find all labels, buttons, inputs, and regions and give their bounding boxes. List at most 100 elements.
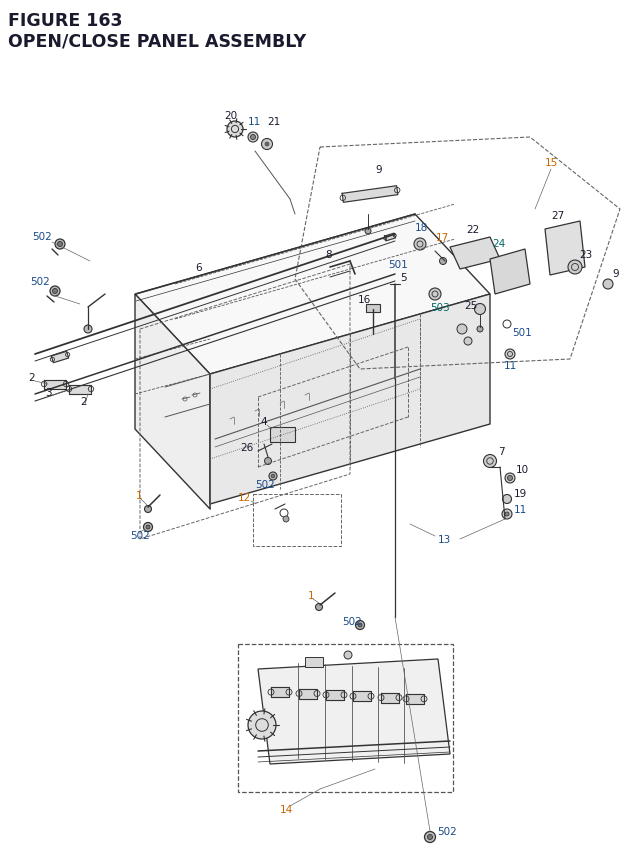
Circle shape xyxy=(264,458,271,465)
Text: 11: 11 xyxy=(504,361,517,370)
Text: 13: 13 xyxy=(438,535,451,544)
Circle shape xyxy=(344,651,352,660)
Text: 10: 10 xyxy=(516,464,529,474)
Circle shape xyxy=(568,261,582,275)
Text: 501: 501 xyxy=(512,328,532,338)
Circle shape xyxy=(143,523,152,532)
Text: 17: 17 xyxy=(436,232,449,243)
Circle shape xyxy=(50,287,60,297)
Circle shape xyxy=(477,326,483,332)
Circle shape xyxy=(603,280,613,289)
Text: 12: 12 xyxy=(238,492,252,503)
Text: 27: 27 xyxy=(551,211,564,220)
Circle shape xyxy=(265,143,269,147)
Circle shape xyxy=(440,258,447,265)
Polygon shape xyxy=(210,294,490,505)
Polygon shape xyxy=(385,234,396,242)
Polygon shape xyxy=(44,380,66,389)
Text: 15: 15 xyxy=(545,158,558,168)
Text: 1: 1 xyxy=(308,591,315,600)
Text: 14: 14 xyxy=(280,804,293,814)
Circle shape xyxy=(58,242,63,247)
Circle shape xyxy=(283,517,289,523)
Circle shape xyxy=(269,473,277,480)
Circle shape xyxy=(248,711,276,739)
Text: 502: 502 xyxy=(255,480,275,489)
Polygon shape xyxy=(135,294,210,510)
Text: 2: 2 xyxy=(80,397,86,406)
Circle shape xyxy=(424,832,435,843)
Circle shape xyxy=(146,525,150,530)
Circle shape xyxy=(145,506,152,513)
Polygon shape xyxy=(450,238,500,269)
Circle shape xyxy=(52,289,58,294)
Text: 20: 20 xyxy=(224,111,237,121)
Circle shape xyxy=(262,139,273,151)
Text: 1: 1 xyxy=(136,491,143,500)
Text: 502: 502 xyxy=(30,276,50,287)
Text: 19: 19 xyxy=(514,488,527,499)
Text: 9: 9 xyxy=(375,164,381,175)
Polygon shape xyxy=(258,660,450,764)
Text: 25: 25 xyxy=(464,300,477,311)
Circle shape xyxy=(316,604,323,610)
Text: 4: 4 xyxy=(260,417,267,426)
Polygon shape xyxy=(406,694,424,704)
Polygon shape xyxy=(342,187,398,203)
Text: FIGURE 163: FIGURE 163 xyxy=(8,12,122,30)
Polygon shape xyxy=(299,689,317,698)
Text: OPEN/CLOSE PANEL ASSEMBLY: OPEN/CLOSE PANEL ASSEMBLY xyxy=(8,32,306,50)
Polygon shape xyxy=(135,214,490,375)
Text: 3: 3 xyxy=(45,387,52,398)
Polygon shape xyxy=(545,222,585,276)
Bar xyxy=(366,305,380,313)
Circle shape xyxy=(505,474,515,483)
Polygon shape xyxy=(51,352,68,363)
Circle shape xyxy=(464,338,472,345)
Text: 11: 11 xyxy=(248,117,261,127)
Circle shape xyxy=(355,621,365,629)
Bar xyxy=(238,644,453,792)
Text: 502: 502 xyxy=(32,232,52,242)
Text: 23: 23 xyxy=(579,250,592,260)
Circle shape xyxy=(429,288,441,300)
Circle shape xyxy=(502,510,512,519)
Text: 11: 11 xyxy=(514,505,527,514)
Bar xyxy=(270,428,295,443)
Polygon shape xyxy=(326,690,344,700)
Bar xyxy=(305,657,323,667)
Circle shape xyxy=(84,325,92,333)
Circle shape xyxy=(250,135,255,140)
Text: 7: 7 xyxy=(498,447,504,456)
Text: 8: 8 xyxy=(325,250,332,260)
Circle shape xyxy=(55,239,65,250)
Text: 9: 9 xyxy=(612,269,619,279)
Circle shape xyxy=(505,350,515,360)
Text: 21: 21 xyxy=(267,117,280,127)
Polygon shape xyxy=(271,687,289,697)
Circle shape xyxy=(358,623,362,628)
Circle shape xyxy=(502,495,511,504)
Circle shape xyxy=(271,474,275,478)
Circle shape xyxy=(428,834,433,839)
Circle shape xyxy=(457,325,467,335)
Polygon shape xyxy=(69,385,91,394)
Circle shape xyxy=(227,122,243,138)
Text: 502: 502 xyxy=(130,530,150,541)
Text: 501: 501 xyxy=(388,260,408,269)
Text: 2: 2 xyxy=(28,373,35,382)
Text: 24: 24 xyxy=(492,238,505,249)
Text: 26: 26 xyxy=(240,443,253,453)
Circle shape xyxy=(414,238,426,251)
Text: 18: 18 xyxy=(415,223,428,232)
Text: 503: 503 xyxy=(430,303,450,313)
Circle shape xyxy=(483,455,497,468)
Text: 16: 16 xyxy=(358,294,371,305)
Circle shape xyxy=(248,133,258,143)
Polygon shape xyxy=(381,693,399,703)
Text: 502: 502 xyxy=(342,616,362,626)
Text: 5: 5 xyxy=(400,273,406,282)
Circle shape xyxy=(505,512,509,517)
Bar xyxy=(253,494,341,547)
Text: 502: 502 xyxy=(437,826,457,836)
